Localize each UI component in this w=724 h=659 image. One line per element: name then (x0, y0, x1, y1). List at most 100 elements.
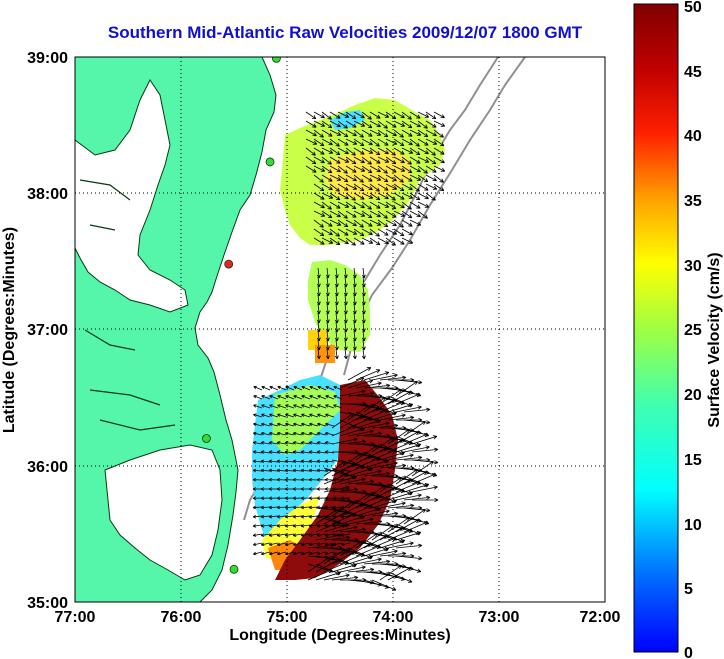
velocity-arrow (352, 276, 357, 288)
velocity-arrow (412, 497, 439, 503)
velocity-arrow (321, 219, 333, 227)
velocity-arrow (409, 147, 421, 156)
velocity-arrow (339, 527, 367, 533)
velocity-arrow (300, 459, 311, 464)
velocity-arrow (293, 413, 303, 418)
velocity-arrow (337, 120, 348, 129)
velocity-arrow (324, 431, 335, 436)
velocity-arrow (331, 500, 354, 517)
velocity-arrow (331, 513, 357, 525)
velocity-arrow (387, 516, 410, 533)
radar-station-marker (229, 564, 239, 574)
velocity-arrow (252, 496, 263, 500)
velocity-arrow (379, 476, 402, 493)
velocity-arrow (352, 285, 357, 297)
velocity-arrow (276, 459, 287, 464)
velocity-arrow (308, 533, 319, 537)
velocity-arrow (371, 461, 398, 469)
velocity-arrow (300, 514, 311, 519)
radar-station-marker (202, 434, 211, 443)
pamlico-sound (104, 444, 223, 581)
velocity-arrow (377, 147, 389, 155)
velocity-arrow (253, 422, 263, 427)
velocity-arrow (337, 138, 349, 146)
velocity-arrow (345, 138, 358, 145)
velocity-arrow (347, 543, 372, 557)
velocity-arrow (334, 267, 339, 279)
velocity-arrow (369, 201, 381, 209)
y-tick-label: 38:00 (27, 186, 68, 203)
velocity-arrow (417, 156, 430, 163)
velocity-arrow (353, 192, 365, 200)
velocity-arrow (260, 487, 271, 491)
velocity-arrow (325, 294, 330, 306)
velocity-arrow (325, 413, 335, 418)
map-title: Southern Mid-Atlantic Raw Velocities 200… (108, 23, 583, 42)
velocity-arrow (315, 533, 342, 541)
velocity-arrow (276, 533, 287, 537)
velocity-arrow (361, 192, 374, 199)
velocity-arrow (353, 183, 365, 192)
velocity-arrow (308, 505, 319, 510)
velocity-arrow (300, 496, 311, 500)
velocity-arrow (300, 524, 311, 528)
x-tick-label: 76:00 (161, 609, 202, 626)
velocity-arrow (317, 395, 327, 400)
velocity-arrow (334, 303, 339, 315)
velocity-arrow (316, 339, 321, 351)
velocity-arrow (321, 174, 333, 182)
colorbar-tick-label: 5 (684, 581, 693, 598)
velocity-arrow (337, 210, 348, 219)
velocity-arrow (345, 219, 357, 227)
velocity-arrow (321, 129, 333, 137)
velocity-arrow (252, 505, 263, 510)
velocity-arrow (345, 147, 356, 156)
velocity-arrow (309, 413, 319, 418)
velocity-arrow (403, 495, 431, 501)
velocity-arrow (355, 469, 382, 477)
velocity-arrow (379, 375, 407, 381)
colorbar-tick-label: 25 (684, 322, 702, 339)
velocity-arrow (377, 237, 389, 245)
velocity-arrow (300, 441, 311, 445)
velocity-arrow (333, 385, 343, 391)
velocity-arrow (369, 228, 380, 237)
velocity-arrow (353, 156, 365, 164)
velocity-arrow (315, 559, 340, 573)
velocity-arrow (331, 551, 356, 565)
x-tick-label: 75:00 (267, 609, 308, 626)
velocity-arrow (316, 348, 321, 360)
velocity-arrow (305, 156, 317, 165)
velocity-arrow (363, 421, 390, 429)
velocity-arrow (409, 165, 421, 173)
velocity-arrow (363, 459, 390, 469)
velocity-arrow (385, 147, 396, 156)
velocity-arrow (305, 111, 317, 120)
velocity-arrow (379, 401, 405, 413)
velocity-arrow (369, 183, 380, 192)
velocity-arrow (345, 129, 357, 137)
velocity-arrow (393, 165, 406, 172)
velocity-arrow (387, 529, 413, 541)
velocity-arrow (324, 533, 335, 537)
velocity-arrow (277, 422, 287, 427)
velocity-arrow (355, 381, 382, 389)
velocity-arrow (300, 533, 311, 537)
velocity-arrow (363, 371, 390, 381)
velocity-arrow (361, 219, 373, 227)
velocity-arrow (385, 165, 397, 173)
velocity-arrow (371, 511, 399, 517)
velocity-arrow (371, 549, 398, 557)
velocity-arrow (285, 413, 295, 418)
velocity-arrow (343, 285, 348, 297)
velocity-arrow (277, 404, 287, 409)
velocity-arrow (339, 565, 366, 573)
velocity-arrow (329, 219, 342, 226)
velocity-arrow (268, 450, 279, 454)
velocity-arrow (329, 174, 342, 181)
velocity-arrow (352, 294, 357, 306)
velocity-arrow (313, 120, 326, 127)
velocity-arrow (315, 508, 338, 525)
velocity-arrow (292, 514, 303, 519)
velocity-arrow (403, 471, 428, 485)
